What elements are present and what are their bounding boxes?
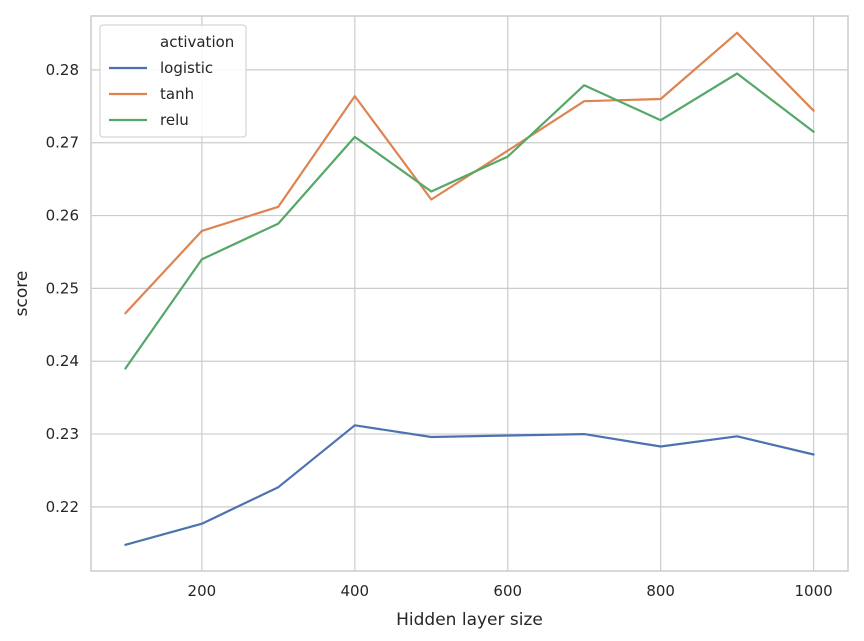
y-tick-labels: 0.22 0.23 0.24 0.25 0.26 0.27 0.28 [46,61,79,516]
y-tick-label: 0.23 [46,425,79,443]
y-tick-label: 0.22 [46,498,79,516]
y-tick-label: 0.25 [46,279,79,297]
x-tick-label: 800 [646,582,675,600]
y-tick-label: 0.28 [46,61,79,79]
series-lines [124,31,815,546]
y-tick-label: 0.27 [46,134,79,152]
y-tick-label: 0.24 [46,352,79,370]
legend-label-relu: relu [160,111,189,129]
y-axis-label: score [12,271,32,317]
y-tick-label: 0.26 [46,207,79,225]
x-tick-label: 1000 [794,582,832,600]
x-tick-labels: 200 400 600 800 1000 [188,582,833,600]
series-line-logistic [124,424,815,546]
x-tick-label: 600 [493,582,522,600]
legend-box [99,24,247,138]
legend-title: activation [160,33,234,51]
series-line-relu [124,72,815,370]
legend-items: logistic tanh relu [109,59,213,129]
plot-frame [90,15,849,572]
x-axis-label: Hidden layer size [396,610,543,630]
x-tick-label: 400 [340,582,369,600]
legend-label-logistic: logistic [160,59,213,77]
legend-label-tanh: tanh [160,85,194,103]
x-tick-label: 200 [188,582,217,600]
legend: activation logistic tanh relu [99,24,247,138]
